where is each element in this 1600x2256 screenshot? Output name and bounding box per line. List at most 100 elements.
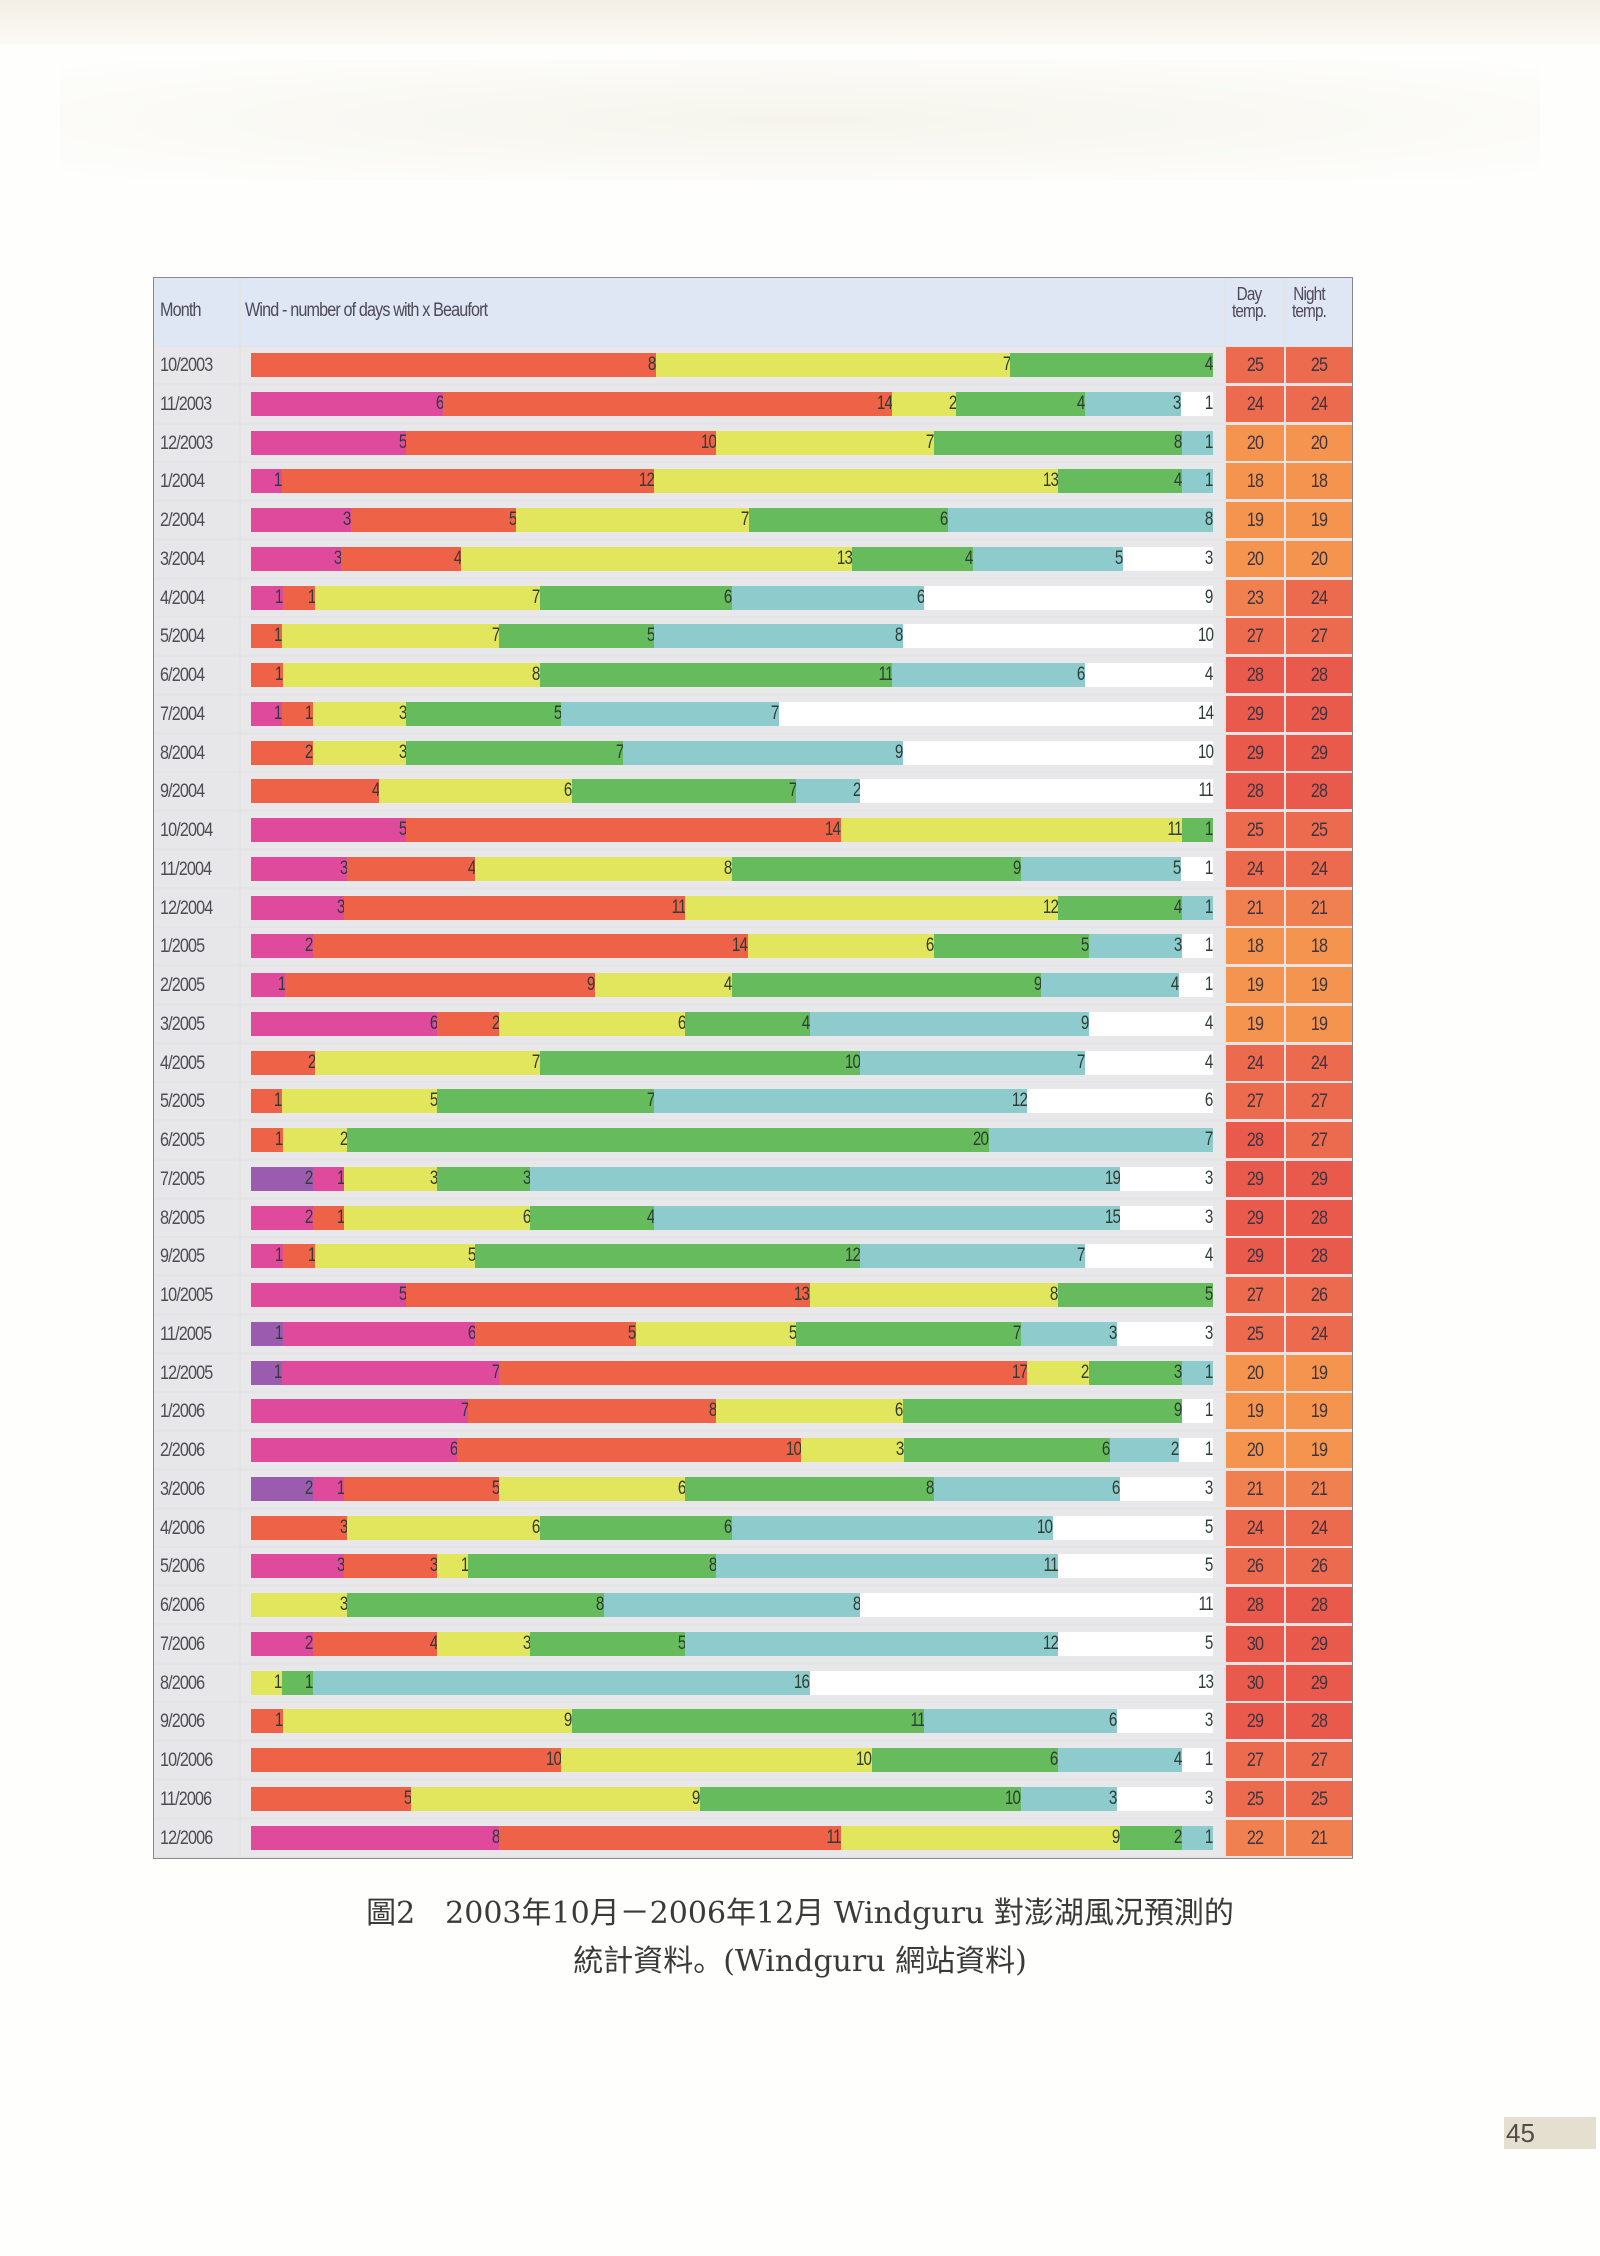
caption-line-1: 圖2 2003年10月－2006年12月 Windguru 對澎湖風況預測的 <box>366 1896 1234 1931</box>
bar-segment-yellow: 3 <box>437 1631 531 1656</box>
bar-segment-red: 1 <box>282 701 314 726</box>
wind-bar-cell: 5 13 8 5 <box>241 1277 1224 1313</box>
month-cell: 8/2005 <box>154 1199 239 1236</box>
segment-value-label: 9 <box>1174 1400 1182 1422</box>
night-temp-cell: 28 <box>1286 1199 1352 1236</box>
month-label: 1/2004 <box>160 471 205 493</box>
bar-segment-magenta: 3 <box>251 546 342 571</box>
table-row: 7/2004 1 1 3 5 7 14 29 29 <box>154 695 1352 734</box>
night-temp-value: 25 <box>1310 1788 1328 1810</box>
month-cell: 5/2004 <box>154 618 239 655</box>
segment-value-label: 3 <box>1174 1361 1182 1383</box>
bar-segment-magenta: 1 <box>251 973 286 997</box>
day-temp-value: 19 <box>1246 1013 1264 1035</box>
night-temp-value: 28 <box>1310 1595 1328 1616</box>
segment-value-label: 5 <box>646 625 655 647</box>
night-temp-value: 19 <box>1310 1440 1328 1461</box>
bar-segment-red: 4 <box>251 779 380 804</box>
segment-value-label: 13 <box>1197 1671 1214 1693</box>
month-label: 10/2004 <box>160 820 213 841</box>
bar-segment-teal: 11 <box>716 1554 1059 1579</box>
day-temp-cell: 29 <box>1226 734 1284 771</box>
night-temp-cell: 27 <box>1286 618 1352 655</box>
wind-bar-cell: 5 14 11 1 <box>241 812 1224 848</box>
segment-value-label: 8 <box>531 664 540 685</box>
month-label: 2/2004 <box>160 510 205 531</box>
segment-value-label: 7 <box>531 586 540 608</box>
day-temp-value: 25 <box>1246 355 1264 376</box>
segment-value-label: 7 <box>491 625 500 647</box>
day-temp-value: 21 <box>1246 1478 1264 1500</box>
month-cell: 10/2006 <box>154 1742 239 1778</box>
segment-value-label: 5 <box>1115 547 1123 569</box>
page-number: 45 <box>1506 2118 1535 2148</box>
segment-value-label: 10 <box>546 1749 562 1770</box>
month-cell: 4/2005 <box>154 1044 239 1081</box>
segment-value-label: 14 <box>1197 702 1214 724</box>
segment-value-label: 19 <box>1104 1167 1121 1189</box>
bar-segment-yellow: 3 <box>251 1593 348 1617</box>
bar-segment-green: 8 <box>933 430 1183 455</box>
bar-segment-red: 9 <box>285 973 595 997</box>
bar-segment-teal: 7 <box>561 701 779 726</box>
segment-value-label: 10 <box>785 1439 801 1460</box>
segment-value-label: 5 <box>677 1632 686 1654</box>
wind-bar-cell: 3 5 7 6 8 <box>241 502 1224 538</box>
month-cell: 4/2006 <box>154 1509 239 1546</box>
segment-value-label: 1 <box>1205 1826 1213 1848</box>
day-temp-cell: 25 <box>1226 812 1284 848</box>
segment-value-label: 3 <box>398 741 407 763</box>
bar-segment-teal: 4 <box>1057 1748 1183 1772</box>
bar-segment-yellow: 2 <box>283 1128 348 1152</box>
day-temp-cell: 22 <box>1226 1819 1284 1856</box>
table-row: 7/2006 2 4 3 5 12 5 30 29 <box>154 1625 1352 1664</box>
month-cell: 11/2003 <box>154 385 239 422</box>
segment-value-label: 13 <box>1042 470 1059 492</box>
day-temp-cell: 28 <box>1226 1587 1284 1623</box>
month-cell: 2/2006 <box>154 1432 239 1468</box>
wind-bar: 1 1 16 13 <box>251 1670 1214 1695</box>
bar-segment-green: 10 <box>699 1786 1021 1811</box>
wind-bar: 6 14 2 4 3 1 <box>251 391 1214 416</box>
night-temp-value: 19 <box>1310 1013 1328 1035</box>
bar-segment-green: 9 <box>731 856 1021 881</box>
month-label: 8/2005 <box>160 1207 205 1229</box>
bar-segment-red: 1 <box>251 1709 284 1734</box>
bar-segment-white: 1 <box>1181 1748 1214 1772</box>
bar-segment-green: 6 <box>539 1515 733 1540</box>
header-wind: Wind - number of days with x Beaufort <box>241 278 1224 346</box>
bar-segment-white: 14 <box>778 701 1214 726</box>
day-temp-cell: 19 <box>1226 502 1284 538</box>
segment-value-label: 1 <box>1205 819 1213 840</box>
segment-value-label: 3 <box>1174 935 1182 957</box>
wind-bar-cell: 1 5 7 12 6 <box>241 1083 1224 1120</box>
bar-segment-white: 1 <box>1180 856 1214 881</box>
month-label: 9/2005 <box>160 1246 205 1268</box>
month-label: 2/2005 <box>160 975 205 996</box>
table-row: 3/2006 2 1 5 6 8 6 3 21 21 <box>154 1470 1352 1509</box>
bar-segment-green: 11 <box>539 663 893 687</box>
segment-value-label: 4 <box>453 547 462 569</box>
bar-segment-magenta: 6 <box>251 1011 438 1036</box>
bar-segment-white: 3 <box>1122 546 1214 571</box>
page-background-haze <box>60 60 1540 180</box>
table-row: 3/2005 6 2 6 4 9 4 19 19 <box>154 1005 1352 1044</box>
day-temp-value: 29 <box>1246 703 1264 725</box>
day-temp-value: 18 <box>1246 936 1264 958</box>
night-temp-value: 18 <box>1310 471 1328 493</box>
bar-segment-red: 13 <box>406 1283 810 1307</box>
night-temp-value: 27 <box>1310 1750 1328 1771</box>
segment-value-label: 5 <box>628 1322 636 1344</box>
segment-value-label: 11 <box>910 1710 925 1732</box>
segment-value-label: 1 <box>274 1671 283 1693</box>
day-temp-cell: 18 <box>1226 463 1284 500</box>
day-temp-value: 19 <box>1246 975 1264 996</box>
bar-segment-white: 3 <box>1119 1166 1214 1191</box>
day-temp-cell: 29 <box>1226 1160 1284 1197</box>
day-temp-value: 28 <box>1246 1130 1264 1151</box>
night-temp-value: 29 <box>1310 1168 1328 1190</box>
bar-segment-red: 12 <box>282 469 655 494</box>
night-temp-cell: 24 <box>1286 850 1352 887</box>
segment-value-label: 10 <box>1005 1787 1021 1809</box>
day-temp-value: 23 <box>1246 587 1264 609</box>
